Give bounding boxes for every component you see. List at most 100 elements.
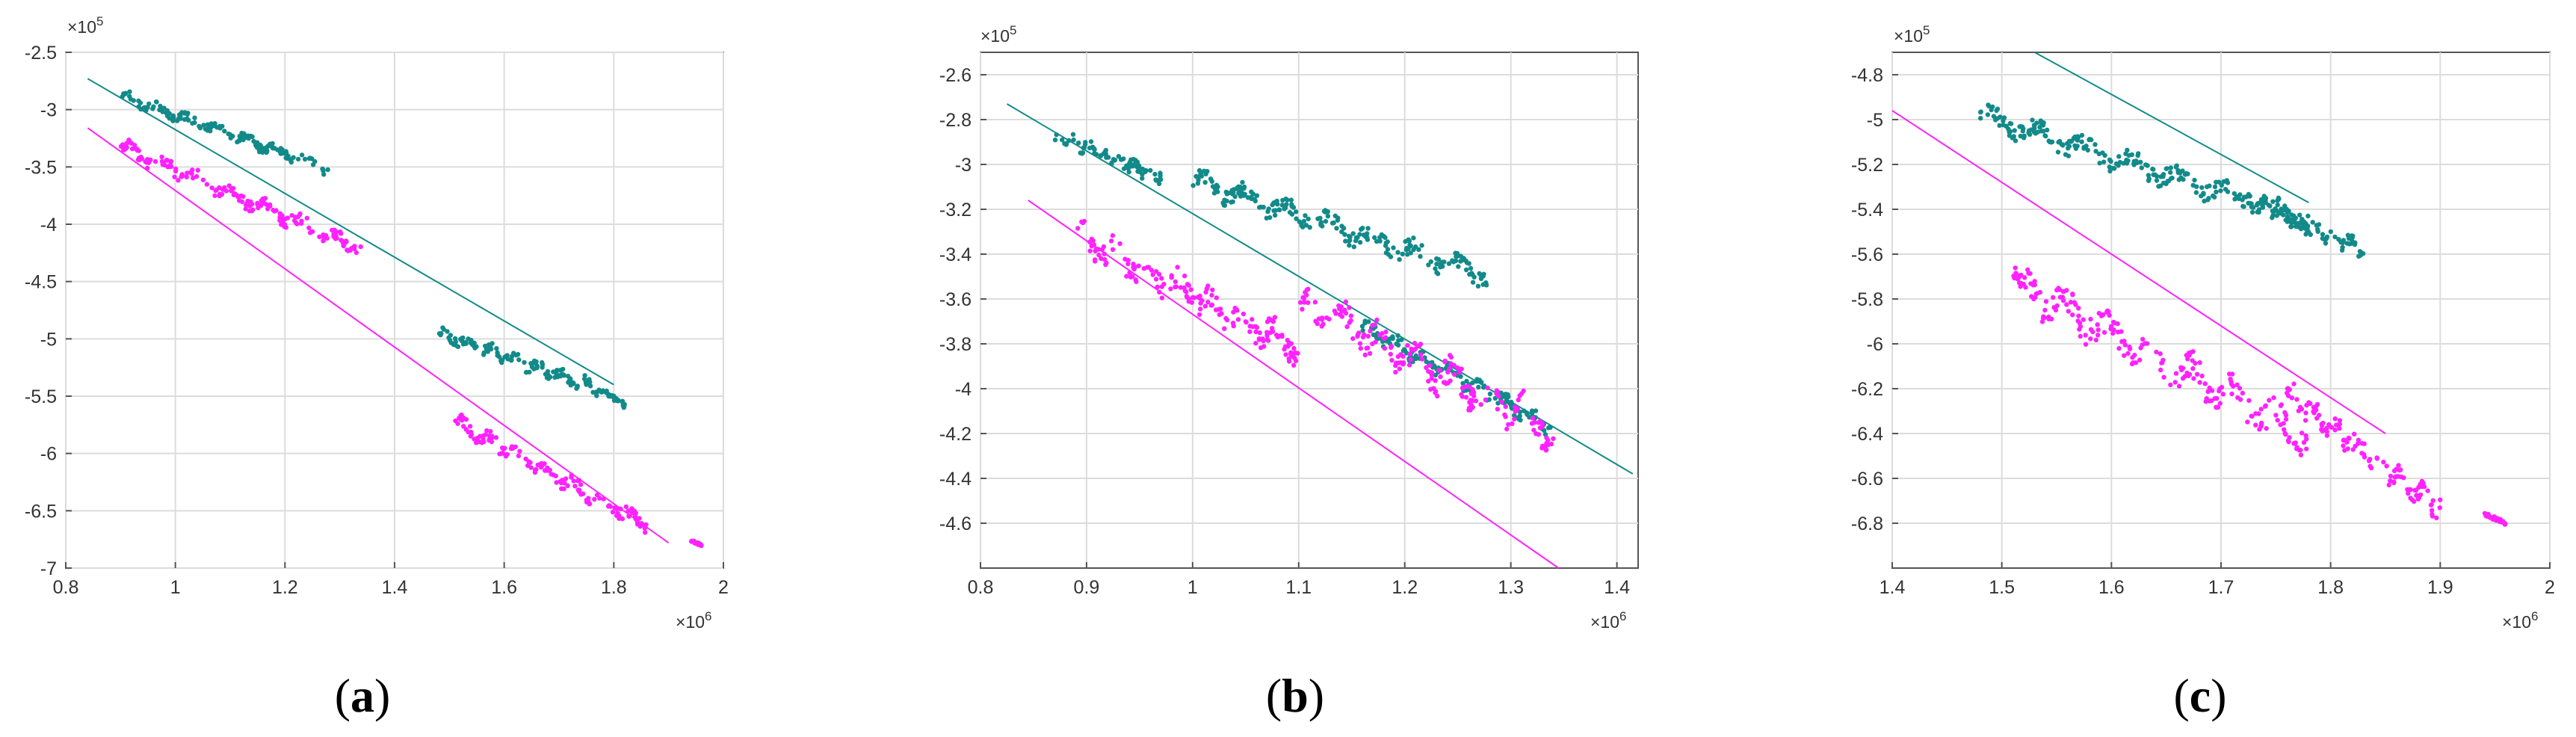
data-point-magenta [2012,275,2017,281]
data-point-teal [540,362,546,367]
x-tick-label: 1.4 [1880,577,1906,598]
data-point-teal [1399,337,1404,342]
data-point-teal [2320,236,2326,241]
data-point-magenta [488,428,493,434]
data-point-magenta [1298,300,1303,305]
data-point-teal [1985,112,1991,117]
data-point-magenta [2083,333,2088,338]
y-tick-label: -2.8 [939,110,972,131]
data-point-magenta [2293,440,2298,445]
data-point-teal [1232,194,1238,200]
data-point-teal [1133,161,1138,166]
data-point-teal [1387,336,1392,342]
data-point-magenta [1517,393,1522,398]
y-tick-label: -4.4 [939,469,972,490]
data-point-magenta [1110,232,1116,238]
data-point-magenta [468,434,473,439]
data-point-magenta [528,465,534,470]
data-point-teal [2072,143,2078,149]
data-point-teal [483,343,488,349]
data-point-teal [2283,218,2288,223]
data-point-teal [1275,202,1280,207]
data-point-magenta [2287,386,2292,392]
data-point-magenta [461,424,466,429]
data-point-magenta [2182,374,2187,379]
data-point-magenta [1131,262,1136,267]
data-point-magenta [455,421,460,426]
data-point-magenta [698,543,704,549]
data-point-magenta [279,222,284,227]
data-point-teal [2079,132,2085,138]
data-point-magenta [212,193,217,198]
data-point-teal [472,340,477,346]
data-point-magenta [1260,336,1265,342]
data-point-magenta [1256,336,1262,342]
data-point-magenta [1470,404,1476,410]
data-point-teal [190,120,195,126]
data-point-magenta [2341,443,2346,448]
data-point-magenta [122,147,127,152]
data-point-teal [2302,221,2308,226]
data-point-magenta [1373,339,1378,345]
y-tick-label: -4 [955,379,972,400]
data-point-teal [2184,170,2189,176]
data-point-teal [1978,116,1983,121]
data-point-teal [2081,146,2087,151]
data-point-teal [1434,262,1439,267]
panel-a-y-ticks: -2.5 -3 -3.5 -4 -4.5 -5 -5.5 -6 -6.5 -7 [25,43,72,579]
data-point-teal [1288,197,1294,203]
data-point-magenta [2359,451,2365,456]
data-point-magenta [279,217,285,223]
data-point-teal [2180,168,2185,173]
data-point-teal [1253,198,1258,204]
data-point-teal [1202,179,1208,185]
data-point-teal [1383,243,1389,248]
data-point-teal [1112,157,1118,163]
data-point-teal [2138,159,2143,165]
data-point-teal [1360,327,1365,333]
data-point-magenta [1304,292,1309,297]
data-point-magenta [2040,315,2046,321]
data-point-magenta [2396,463,2401,468]
data-point-teal [307,155,313,161]
data-point-magenta [1539,425,1545,430]
data-point-magenta [484,428,489,434]
data-point-teal [259,147,264,152]
data-point-magenta [324,235,330,241]
data-point-magenta [1360,334,1366,340]
data-point-magenta [1110,247,1116,252]
data-point-teal [2276,195,2282,200]
data-point-magenta [2158,367,2163,373]
data-point-magenta [1282,347,1287,352]
data-point-magenta [176,178,181,183]
data-point-teal [120,94,125,99]
y-tick-label: -6 [40,444,57,465]
data-point-teal [534,364,540,369]
data-point-magenta [2483,513,2489,519]
data-point-teal [472,345,478,351]
data-point-magenta [1253,341,1258,346]
data-point-magenta [2227,371,2232,377]
data-point-teal [312,158,318,164]
data-point-teal [2163,166,2169,171]
data-point-magenta [1445,369,1451,374]
x-tick-label: 1.9 [2427,577,2453,598]
data-point-magenta [1273,332,1279,338]
data-point-teal [251,138,256,144]
data-point-magenta [1155,284,1160,290]
data-point-teal [1483,283,1489,288]
data-point-magenta [1424,365,1429,370]
data-point-magenta [1279,333,1285,338]
data-point-magenta [307,230,313,235]
data-point-magenta [2122,339,2127,344]
data-point-teal [1280,197,1285,203]
data-point-teal [209,125,214,130]
data-point-magenta [1108,238,1114,244]
data-point-magenta [2304,437,2309,442]
data-point-teal [145,105,150,110]
data-point-teal [1109,161,1114,167]
data-point-teal [325,167,330,173]
panel-c-x-ticks: 1.4 1.5 1.6 1.7 1.8 1.9 2 [1880,562,2555,598]
data-point-teal [1137,169,1143,174]
